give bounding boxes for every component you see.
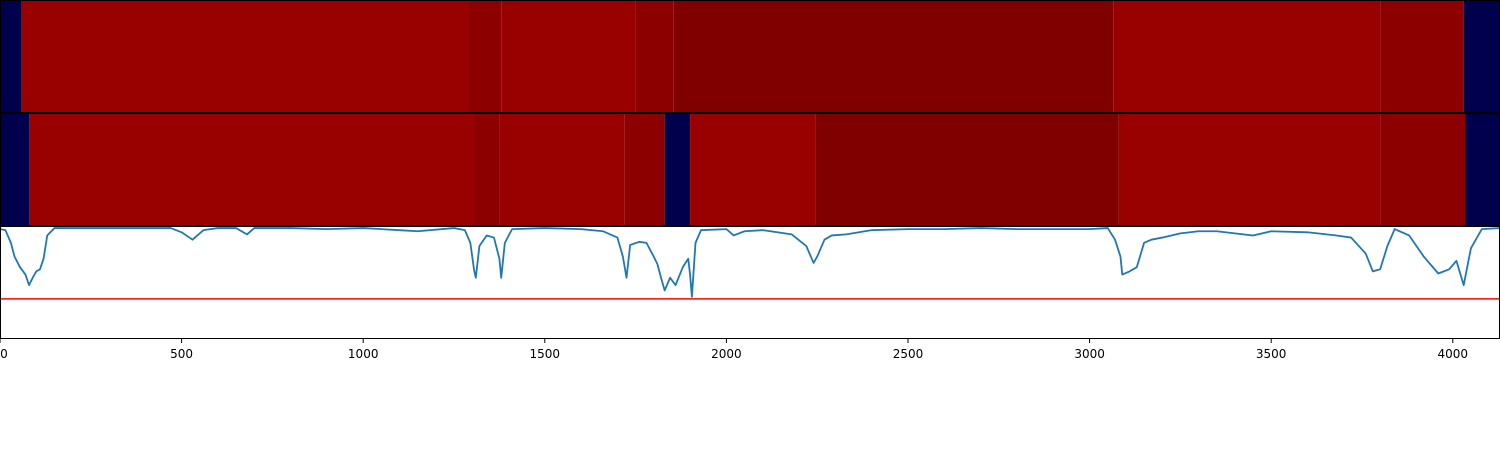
signal-line-0 [0, 227, 1500, 298]
track-0-segment-3 [501, 1, 636, 112]
x-tick-label-2500: 2500 [893, 347, 924, 361]
x-tick-label-1500: 1500 [530, 347, 561, 361]
track-1-segment-1 [29, 114, 474, 225]
track-0-segment-0 [0, 1, 22, 112]
x-tick-label-2000: 2000 [711, 347, 742, 361]
track-1-segment-10 [1465, 114, 1500, 225]
signal-series [0, 227, 1500, 298]
track-0-segment-5 [673, 1, 1114, 112]
track-0-segment-7 [1380, 1, 1464, 112]
signal-panel-background [0, 226, 1500, 338]
track-0-segment-2 [468, 1, 502, 112]
track-1-segment-5 [664, 114, 691, 225]
track-1-segment-8 [1118, 114, 1381, 225]
x-tick-label-0: 0 [0, 347, 8, 361]
signal-panel [0, 226, 1500, 338]
track-0-segment-8 [1463, 1, 1500, 112]
track-1-segment-6 [690, 114, 816, 225]
segment-track-top [0, 1, 1500, 112]
track-1-segment-9 [1380, 114, 1466, 225]
track-1-segment-3 [499, 114, 625, 225]
track-0-segment-6 [1113, 1, 1381, 112]
track-0-segment-4 [635, 1, 674, 112]
track-1-segment-4 [624, 114, 665, 225]
segment-track-middle [0, 114, 1500, 225]
x-tick-label-500: 500 [170, 347, 193, 361]
x-tick-label-4000: 4000 [1438, 347, 1469, 361]
x-axis: 0 500 1000 1500 2000 2500 3000 3500 4000 [0, 338, 1469, 361]
track-0-segment-1 [21, 1, 469, 112]
x-tick-label-3000: 3000 [1074, 347, 1105, 361]
x-tick-label-3500: 3500 [1256, 347, 1287, 361]
track-1-segment-2 [473, 114, 500, 225]
track-1-segment-7 [815, 114, 1119, 225]
x-tick-label-1000: 1000 [348, 347, 379, 361]
track-1-segment-0 [0, 114, 30, 225]
